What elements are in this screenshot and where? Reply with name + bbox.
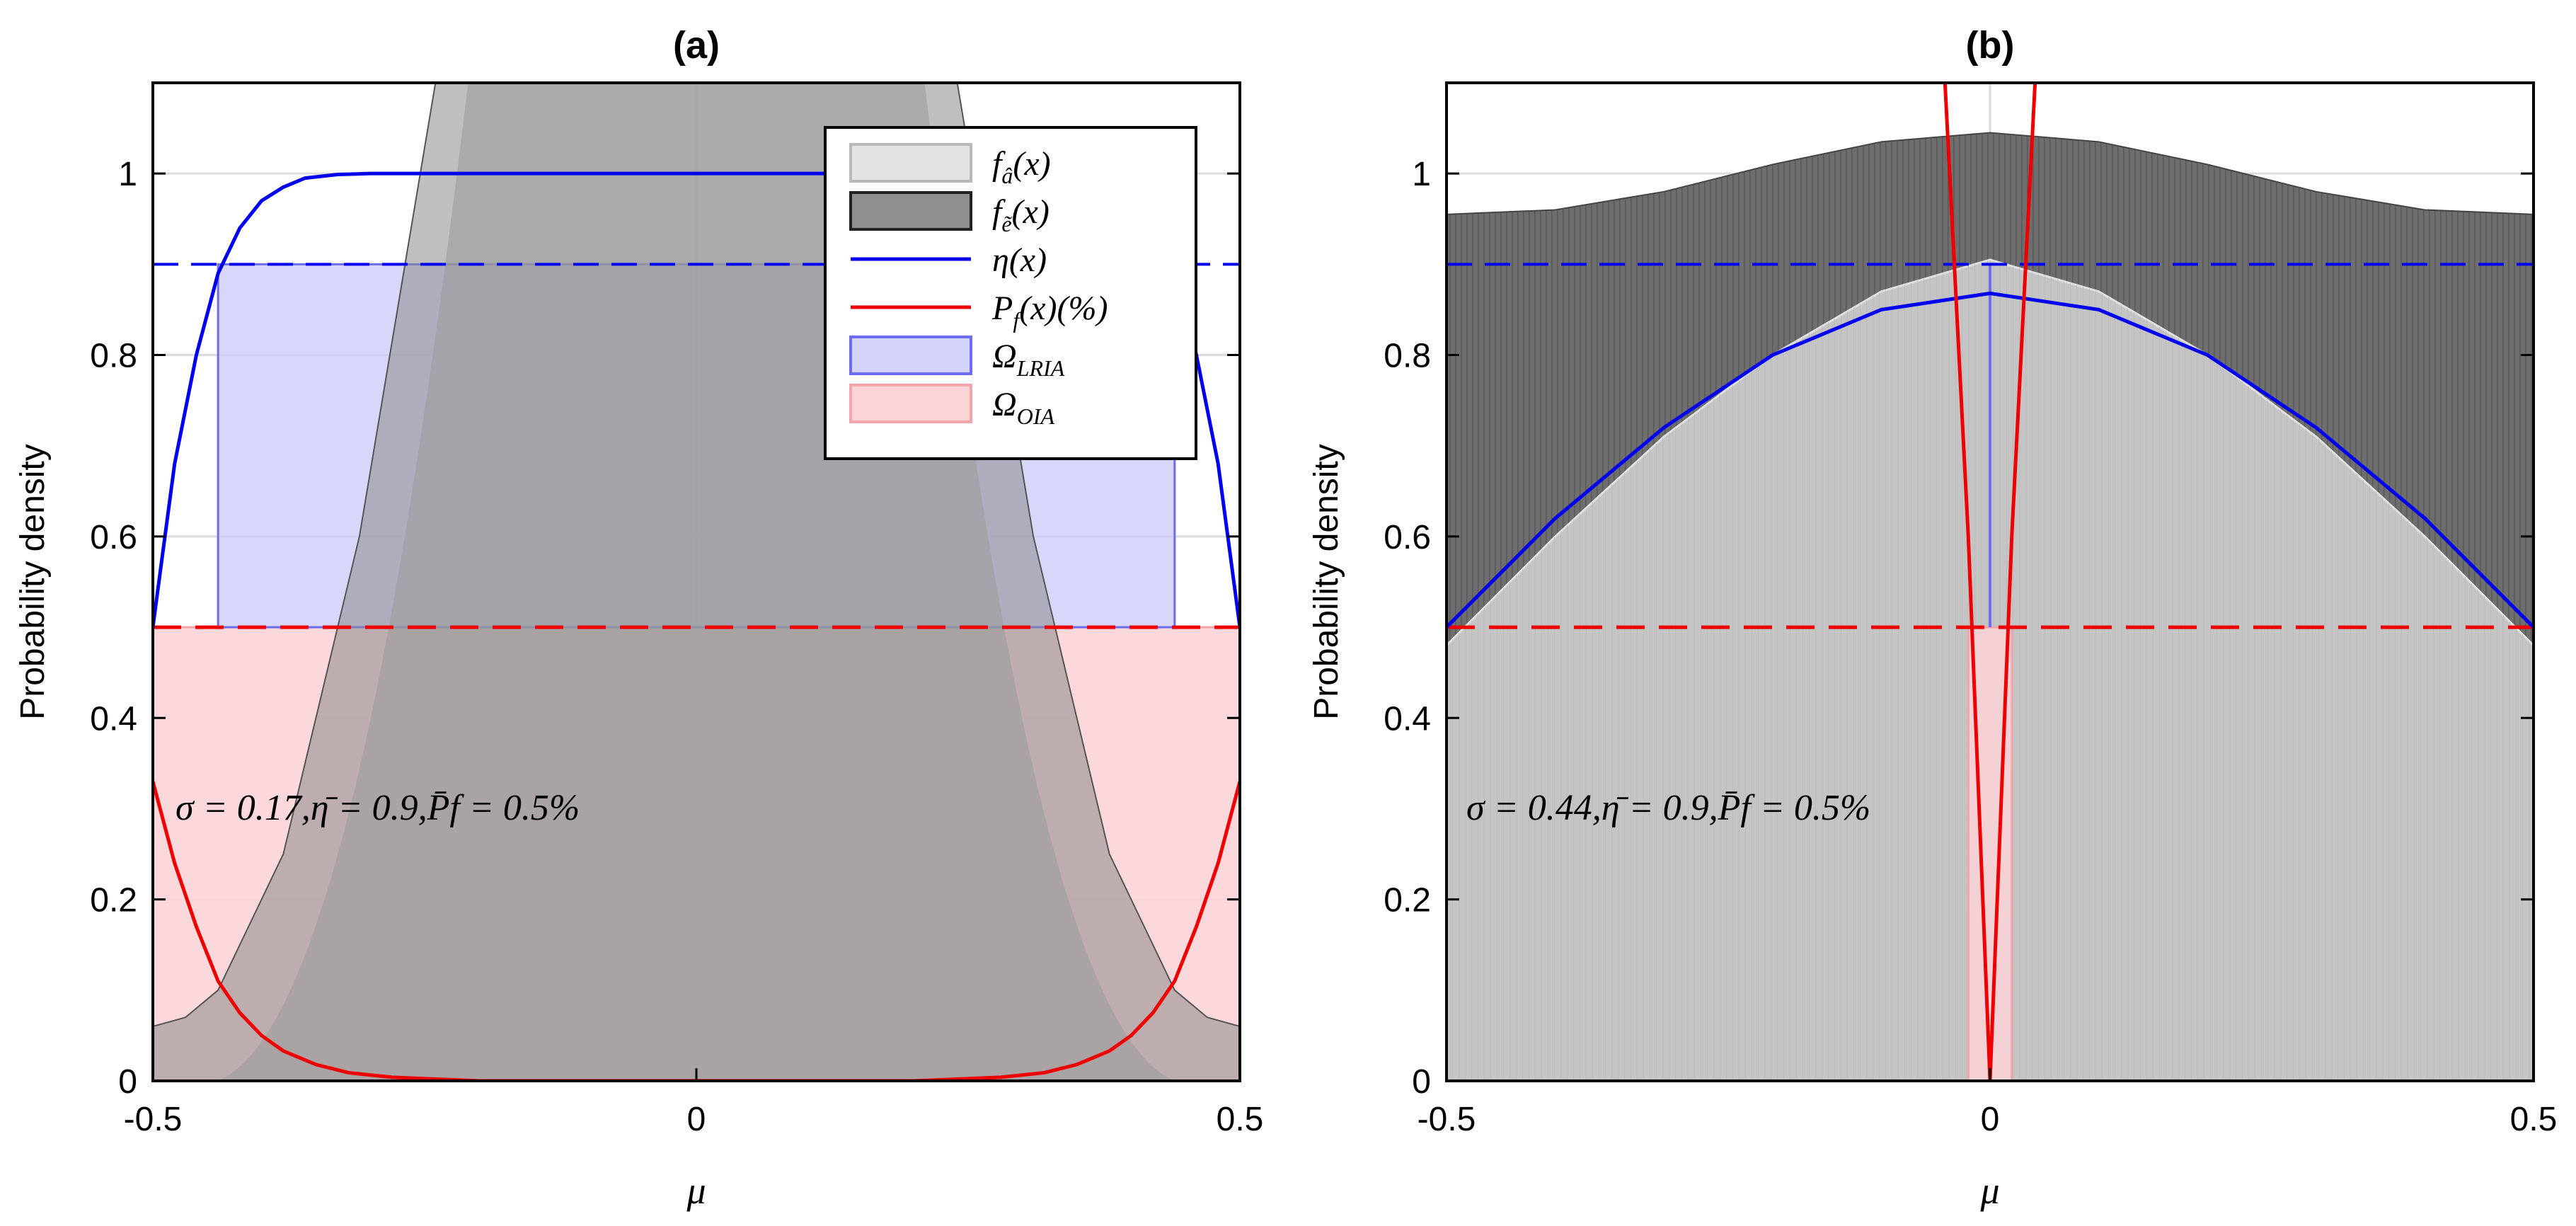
y-tick-label: 0 <box>118 1063 137 1101</box>
x-tick-label: -0.5 <box>1418 1101 1476 1138</box>
y-tick-label: 0.8 <box>90 338 137 375</box>
legend-swatch <box>849 143 972 183</box>
x-tick-label: 0 <box>1981 1101 2000 1138</box>
panel-a-title: (a) <box>673 24 720 67</box>
y-tick-label: 0.2 <box>1384 882 1431 919</box>
panel-b-title: (b) <box>1966 24 2015 67</box>
legend-label: fẽ(x) <box>992 193 1050 236</box>
legend-label: η(x) <box>992 241 1047 279</box>
panel-a-xlabel: μ <box>686 1169 706 1212</box>
x-tick-label: 0.5 <box>1217 1101 1264 1138</box>
y-tick-label: 0 <box>1412 1063 1431 1101</box>
legend-label: ΩOIA <box>992 386 1054 429</box>
panel-b-pf-curve <box>1943 83 2037 1081</box>
panel-a-ticks: 00.20.40.60.81-0.5 0 0.5 <box>90 156 1263 1138</box>
y-tick-label: 0.8 <box>1384 338 1431 375</box>
x-tick-label: 0.5 <box>2510 1101 2558 1138</box>
panel-b-eta-curve <box>1447 291 2534 629</box>
legend-entries: fâ(x) fẽ(x) η(x) Pf(x)(%) ΩLRIA ΩOIA <box>849 143 1108 429</box>
legend-swatch <box>849 191 972 231</box>
legend-label: ΩLRIA <box>992 338 1065 381</box>
panel-a: (a) 00.20.40.60.81-0.5 0 0.5 σ = 0.17,η̄ =… <box>14 24 1263 1212</box>
y-tick-label: 1 <box>1412 156 1431 193</box>
y-tick-label: 0.6 <box>1384 519 1431 556</box>
panel-b-ylabel: Probability density <box>1308 444 1345 720</box>
y-tick-label: 0.4 <box>1384 700 1431 738</box>
panel-a-legend: fâ(x) fẽ(x) η(x) Pf(x)(%) ΩLRIA ΩOIA <box>824 126 1197 460</box>
panel-a-ylabel: Probability density <box>14 444 52 720</box>
x-tick-label: -0.5 <box>124 1101 183 1138</box>
y-tick-label: 0.2 <box>90 882 137 919</box>
legend-swatch <box>849 336 972 375</box>
legend-swatch <box>849 384 972 423</box>
y-tick-label: 1 <box>118 156 137 193</box>
panel-b-annotation: σ = 0.44,η̄ = 0.9,P̄f = 0.5% <box>1466 788 1870 828</box>
y-tick-label: 0.6 <box>90 519 137 556</box>
panel-a-pf-curve <box>153 781 1240 1081</box>
legend-label: Pf(x)(%) <box>991 290 1108 333</box>
panel-b: (b) 00.20.40.60.81-0.5 0 0.5 σ = 0.44,η̄ =… <box>1308 24 2557 1212</box>
panel-b-xlabel: μ <box>1979 1169 1999 1212</box>
legend-label: fâ(x) <box>992 145 1051 188</box>
x-tick-label: 0 <box>687 1101 706 1138</box>
panel-b-ticks: 00.20.40.60.81-0.5 0 0.5 <box>1384 156 2557 1138</box>
panel-a-annotation: σ = 0.17,η̄ = 0.9,P̄f = 0.5% <box>176 788 580 828</box>
panel-b-plot-area <box>1447 83 2534 1081</box>
y-tick-label: 0.4 <box>90 700 137 738</box>
